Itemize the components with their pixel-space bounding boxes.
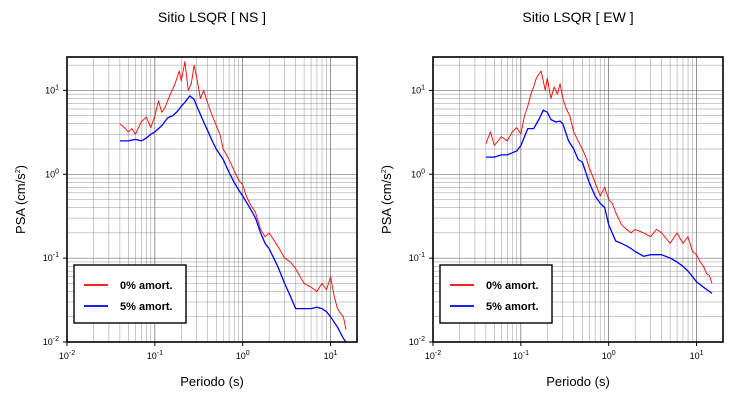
legend-label: 0% amort. <box>486 280 539 292</box>
x-tick-label: 101 <box>324 350 338 361</box>
plot-frame <box>66 56 358 343</box>
y-tick-label: 10-1 <box>409 252 425 263</box>
x-tick-label: 10-1 <box>513 350 529 361</box>
x-tick-label: 10-1 <box>147 350 163 361</box>
series-line-amort-5 <box>119 95 347 343</box>
y-tick-label: 10-1 <box>43 252 59 263</box>
chart-panel-1: Sitio LSQR [ NS ] 10-2 10-1 100 101 10-2 10-1 1… <box>13 9 358 389</box>
y-axis-label: PSA (cm/s2) <box>379 165 394 234</box>
legend-box <box>73 264 187 324</box>
x-tick-label: 10-2 <box>59 350 75 361</box>
plot-frame <box>432 56 724 343</box>
x-tick-label: 101 <box>690 350 704 361</box>
y-tick-label: 101 <box>411 84 425 95</box>
x-axis-label: Periodo (s) <box>546 374 610 389</box>
legend-label: 0% amort. <box>120 280 173 292</box>
chart-title: Sitio LSQR [ EW ] <box>522 9 633 25</box>
legend: 0% amort. 5% amort. <box>439 264 553 324</box>
series-line-amort-0 <box>119 61 347 330</box>
y-tick-label: 101 <box>45 84 59 95</box>
x-tick-label: 100 <box>236 350 250 361</box>
legend-label: 5% amort. <box>120 301 173 313</box>
grid <box>432 57 724 343</box>
x-tick-label: 10-2 <box>425 350 441 361</box>
y-axis-label: PSA (cm/s2) <box>13 165 28 234</box>
legend: 0% amort. 5% amort. <box>73 264 187 324</box>
y-tick-label: 10-2 <box>43 336 59 347</box>
y-tick-label: 100 <box>45 168 59 179</box>
series-line-amort-5 <box>485 109 713 294</box>
x-tick-label: 100 <box>602 350 616 361</box>
chart-title: Sitio LSQR [ NS ] <box>158 9 266 25</box>
legend-label: 5% amort. <box>486 301 539 313</box>
legend-box <box>439 264 553 324</box>
series-line-amort-0 <box>485 70 713 284</box>
chart-panel-2: Sitio LSQR [ EW ] 10-2 10-1 100 101 10-2 10-1 1… <box>379 9 724 389</box>
y-tick-label: 100 <box>411 168 425 179</box>
x-axis-label: Periodo (s) <box>180 374 244 389</box>
y-tick-label: 10-2 <box>409 336 425 347</box>
